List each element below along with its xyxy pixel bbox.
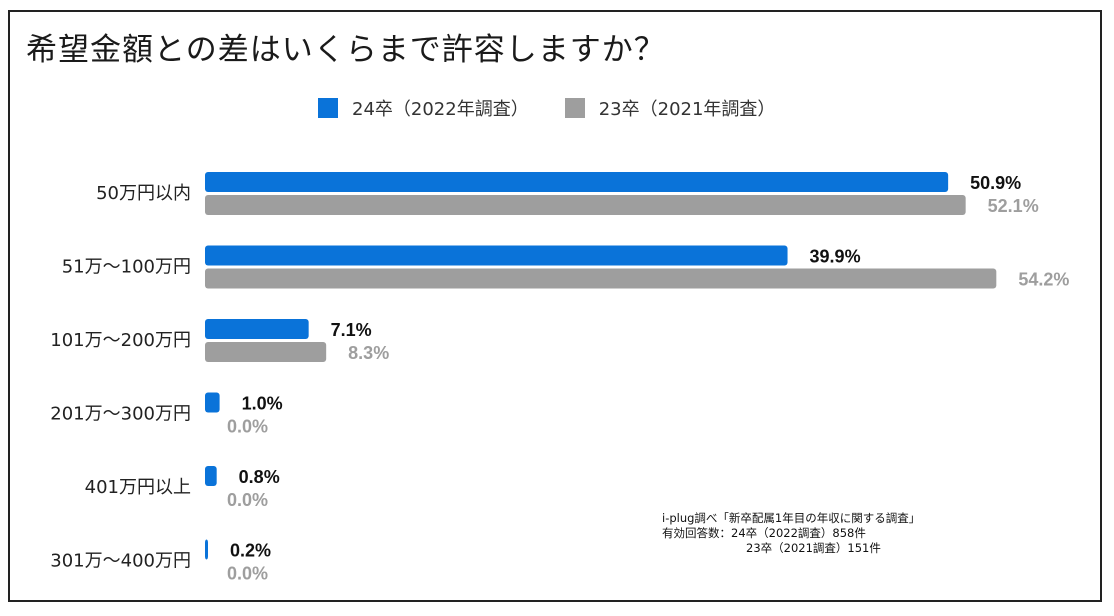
data-label-2022: 39.9% [810, 247, 861, 267]
source-note-line2: 有効回答数：24卒（2022調査）858件 [662, 526, 866, 540]
chart-legend: 24卒（2022年調査） 23卒（2021年調査） [318, 96, 811, 120]
data-label-2021: 52.1% [988, 196, 1039, 216]
legend-swatch-2022 [318, 98, 338, 118]
data-label-2022: 7.1% [331, 320, 372, 340]
data-label-2022: 0.8% [239, 467, 280, 487]
legend-item-2022: 24卒（2022年調査） [318, 95, 529, 121]
legend-swatch-2021 [564, 98, 585, 118]
legend-label-2021: 23卒（2021年調査） [598, 99, 776, 120]
source-note-line1: i-plug調べ「新卒配属1年目の年収に関する調査」 [662, 511, 921, 525]
data-label-2021: 0.0% [227, 417, 268, 437]
data-label-2021: 54.2% [1018, 270, 1069, 290]
bar-2022 [205, 172, 949, 192]
source-note-line3: 23卒（2021調査）151件 [746, 541, 881, 555]
category-label: 201万～300万円 [50, 404, 191, 425]
bar-2022 [205, 466, 217, 486]
category-label: 101万～200万円 [50, 330, 191, 351]
data-label-2021: 0.0% [227, 490, 268, 510]
category-label: 301万～400万円 [50, 551, 191, 572]
bar-2022 [205, 539, 208, 560]
category-label: 50万円以内 [96, 183, 191, 204]
bar-2021 [205, 268, 997, 289]
legend-label-2022: 24卒（2022年調査） [352, 99, 529, 120]
category-label: 51万～100万円 [62, 257, 191, 278]
legend-item-2021: 23卒（2021年調査） [564, 95, 776, 121]
chart-title: 希望金額との差はいくらまで許容しますか？ [26, 32, 666, 68]
category-label: 401万円以上 [85, 477, 191, 498]
bar-2022 [205, 319, 309, 339]
bar-2022 [205, 392, 220, 413]
data-label-2022: 50.9% [970, 173, 1021, 193]
data-label-2021: 0.0% [227, 564, 268, 584]
chart-frame [8, 10, 1102, 602]
data-label-2022: 1.0% [242, 394, 283, 414]
source-note: i-plug調べ「新卒配属1年目の年収に関する調査」 有効回答数：24卒（202… [662, 511, 920, 556]
bar-2021 [205, 195, 966, 215]
bar-2021 [205, 342, 327, 362]
bar-2022 [205, 245, 788, 266]
data-label-2022: 0.2% [230, 541, 271, 561]
data-label-2021: 8.3% [348, 343, 389, 363]
